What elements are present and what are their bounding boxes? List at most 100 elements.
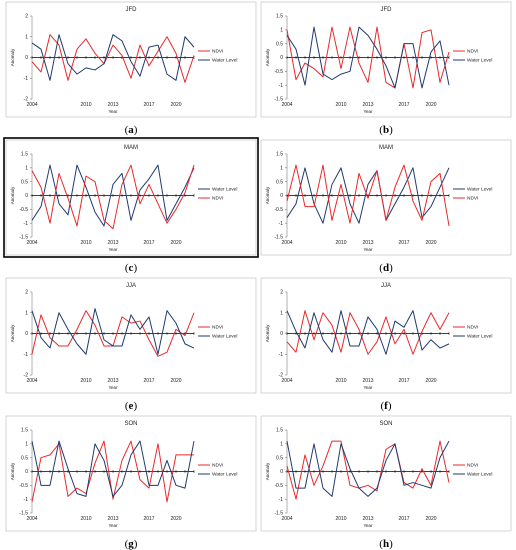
x-tick-label: 2017 — [143, 240, 154, 246]
panel-label: (a) — [125, 124, 138, 136]
x-tick-label: 2013 — [107, 516, 118, 522]
x-tick-label: 2010 — [80, 102, 91, 108]
panel-frame — [260, 277, 512, 394]
x-axis-label: Year — [363, 109, 373, 114]
panel-label-letter: c — [129, 262, 134, 274]
x-tick-label: 2017 — [398, 516, 409, 522]
y-tick-label: -0.5 — [19, 207, 28, 213]
chart-title: MAM — [124, 145, 138, 151]
y-tick-label: 1 — [280, 166, 283, 172]
chart-title: JFD — [126, 7, 138, 13]
legend-entry: NDVI — [467, 463, 478, 469]
chart-title: SON — [124, 421, 137, 427]
y-tick-label: 1 — [25, 166, 28, 172]
y-tick-label: 1 — [280, 28, 283, 34]
chart-panel-e: JJA -2 -1 0 1 2 Anomaly 2004 2010 2013 2017 2020 Yea… — [5, 277, 257, 394]
legend-entry: NDVI — [467, 196, 478, 202]
legend-entry: NDVI — [467, 325, 478, 331]
panel-frame — [5, 1, 257, 118]
legend-entry: NDVI — [212, 325, 223, 331]
x-tick-label: 2017 — [398, 378, 409, 384]
x-tick-label: 2010 — [335, 240, 346, 246]
series-line-water-level — [286, 167, 450, 224]
panel-label-close: ) — [389, 538, 393, 550]
x-tick-label: 2017 — [143, 516, 154, 522]
series-line-ndvi — [31, 34, 195, 83]
x-tick-label: 2004 — [281, 378, 292, 384]
y-axis-label: Anomaly — [265, 462, 270, 480]
series-line-water-level — [31, 164, 195, 227]
x-tick-label: 2013 — [107, 240, 118, 246]
panel-label-open: ( — [379, 262, 383, 274]
legend-entry: Water Level — [467, 334, 492, 340]
panel-frame — [260, 1, 512, 118]
x-tick-label: 2004 — [26, 102, 37, 108]
chart-title: SON — [379, 421, 392, 427]
y-tick-label: 1 — [25, 442, 28, 448]
y-tick-label: -1 — [279, 352, 284, 358]
chart-panel-g: SON -1.5 -1 -0.5 0 0.5 1 1.5 Anomaly 2004 2010 2013… — [5, 415, 257, 532]
y-axis-label: Anomaly — [10, 462, 15, 480]
y-axis-label: Anomaly — [265, 324, 270, 342]
panel-label-close: ) — [389, 262, 393, 274]
x-tick-label: 2004 — [281, 102, 292, 108]
y-tick-label: 0.5 — [276, 179, 283, 185]
x-tick-label: 2010 — [80, 516, 91, 522]
x-axis-label: Year — [108, 247, 118, 252]
y-tick-label: 1 — [280, 310, 283, 316]
y-tick-label: -0.5 — [274, 483, 283, 489]
y-tick-label: 1.5 — [276, 428, 283, 434]
y-tick-label: 0 — [280, 331, 283, 337]
series-line-water-level — [286, 310, 450, 355]
y-tick-label: 2 — [25, 290, 28, 296]
legend-entry: Water Level — [212, 58, 237, 64]
y-tick-label: 1.5 — [276, 152, 283, 158]
x-tick-label: 2020 — [425, 102, 436, 108]
legend-entry: Water Level — [467, 187, 492, 193]
series-line-water-level — [31, 440, 195, 497]
legend-entry: Water Level — [467, 58, 492, 64]
y-tick-label: 0.5 — [21, 179, 28, 185]
x-tick-label: 2020 — [425, 378, 436, 384]
y-tick-label: 0.5 — [276, 455, 283, 461]
series-line-ndvi — [286, 26, 450, 89]
chart-panel-b: JFD -1.5 -1 -0.5 0 0.5 1 1.5 Anomaly 2004 2010 2013… — [260, 1, 512, 118]
x-tick-label: 2013 — [107, 102, 118, 108]
panel-frame — [5, 415, 257, 532]
series-line-water-level — [31, 308, 195, 355]
series-line-ndvi — [286, 440, 450, 500]
y-tick-label: 1 — [25, 34, 28, 40]
panel-label-open: ( — [125, 538, 129, 550]
chart-title: JFD — [381, 7, 393, 13]
chart-title: JJA — [126, 283, 136, 289]
series-line-ndvi — [286, 310, 450, 355]
series-line-water-level — [31, 34, 195, 81]
y-tick-label: -1 — [24, 221, 29, 227]
x-tick-label: 2013 — [362, 378, 373, 384]
chart-title: MAM — [379, 145, 393, 151]
y-tick-label: -1 — [24, 352, 29, 358]
x-tick-label: 2010 — [335, 516, 346, 522]
x-axis-label: Year — [363, 523, 373, 528]
x-tick-label: 2020 — [170, 240, 181, 246]
legend-entry: Water Level — [212, 472, 237, 478]
chart-title: JJA — [381, 283, 391, 289]
chart-panel-f: JJA -2 -1 0 1 2 Anomaly 2004 2010 2013 2017 2020 Yea… — [260, 277, 512, 394]
y-tick-label: -1 — [24, 76, 29, 82]
y-tick-label: 0 — [280, 55, 283, 61]
x-tick-label: 2020 — [425, 516, 436, 522]
panel-label: (h) — [379, 538, 393, 550]
x-tick-label: 2013 — [362, 240, 373, 246]
x-tick-label: 2010 — [335, 378, 346, 384]
series-line-ndvi — [286, 164, 450, 227]
legend-entry: NDVI — [212, 463, 223, 469]
panel-label-open: ( — [125, 400, 129, 412]
x-tick-label: 2004 — [26, 240, 37, 246]
panel-label-letter: b — [383, 124, 389, 136]
y-tick-label: 0.5 — [21, 455, 28, 461]
y-tick-label: -2 — [24, 97, 29, 103]
y-axis-label: Anomaly — [10, 186, 15, 204]
panel-label-close: ) — [133, 400, 137, 412]
panel-label: (d) — [379, 262, 393, 274]
x-tick-label: 2013 — [362, 102, 373, 108]
